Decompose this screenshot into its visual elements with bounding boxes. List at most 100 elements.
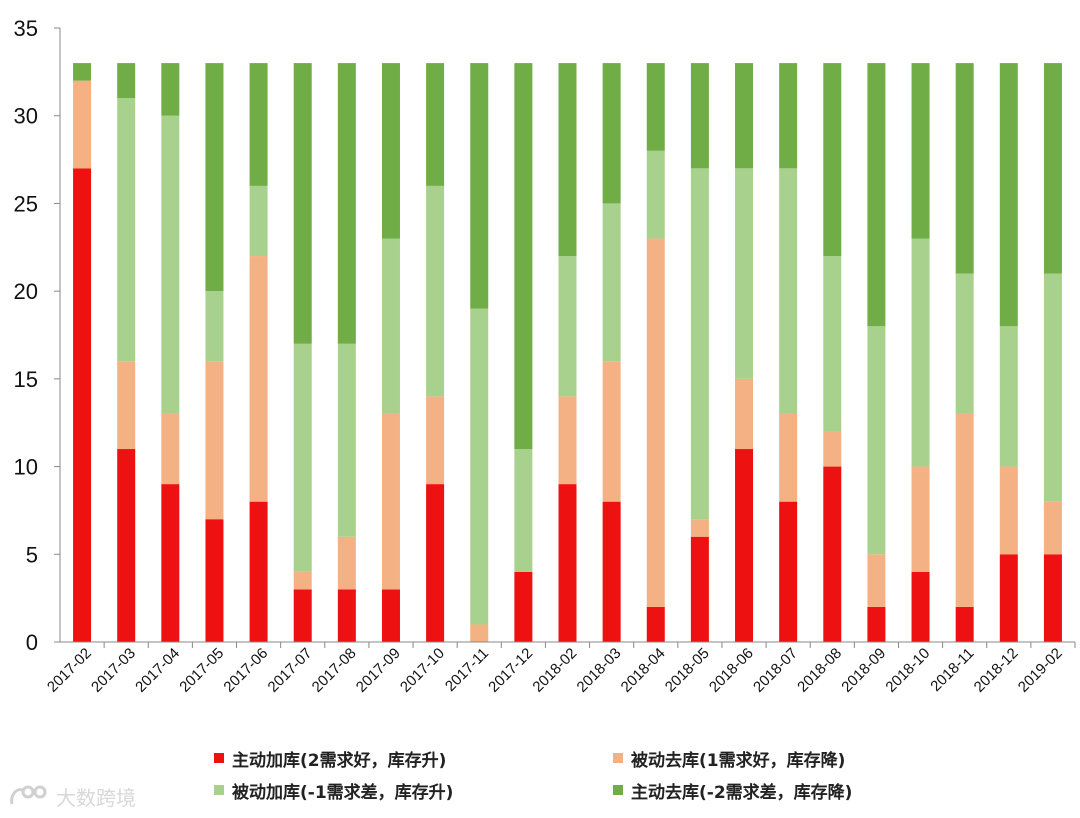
y-axis: 0 5 10 15 20 25 30 35 [14,16,61,655]
bar-segment-series-4-2018-10 [911,63,930,239]
watermark-logo-icon [10,785,47,804]
legend-label-series-1: 主动加库(2需求好，库存升) [232,750,447,771]
bar-segment-series-1-2017-02 [73,168,92,643]
x-tick-label-2017-06: 2017-06 [220,645,271,696]
bar-segment-series-1-2018-05 [690,536,709,642]
y-tick-label: 10 [14,455,38,480]
bar-segment-series-1-2019-02 [1043,554,1062,642]
bar-segment-series-2-2018-07 [779,413,798,502]
bar-segment-series-1-2017-08 [337,589,356,642]
bar-segment-series-1-2017-12 [514,571,533,642]
bar-segment-series-1-2018-12 [999,554,1018,642]
bar-segment-series-3-2018-09 [867,326,886,555]
bar-segment-series-2-2017-07 [293,571,312,590]
bar-segment-series-2-2017-03 [117,361,136,450]
x-tick-label-2017-08: 2017-08 [309,645,360,696]
x-tick-label-2017-07: 2017-07 [265,645,316,696]
bar-segment-series-2-2017-10 [426,396,445,485]
legend-swatch-series-3 [214,785,224,795]
bar-segment-series-2-2017-08 [337,536,356,590]
bar-segment-series-2-2018-03 [602,361,621,502]
bar-segment-series-3-2018-12 [999,326,1018,467]
bar-segment-series-2-2018-11 [955,413,974,607]
y-tick-label: 20 [14,279,38,304]
x-tick-label-2017-09: 2017-09 [353,645,404,696]
x-tick-label-2017-10: 2017-10 [397,645,448,696]
bar-segment-series-3-2017-08 [337,343,356,537]
bar-segment-series-2-2017-05 [205,361,224,520]
bar-segment-series-1-2018-11 [955,606,974,642]
x-tick-label-2017-11: 2017-11 [442,645,492,695]
bar-segment-series-1-2018-06 [735,449,754,642]
bar-segment-series-4-2018-08 [823,63,842,257]
bar-segment-series-3-2017-04 [161,115,180,414]
x-tick-label-2017-03: 2017-03 [88,645,139,696]
bar-segment-series-1-2017-07 [293,589,312,642]
x-tick-label-2018-05: 2018-05 [662,645,713,696]
bar-segment-series-2-2018-06 [735,378,754,450]
bar-segment-series-4-2017-12 [514,63,533,450]
x-tick-label-2018-03: 2018-03 [574,645,625,696]
bar-segment-series-2-2019-02 [1043,501,1062,555]
bar-segment-series-3-2017-10 [426,185,445,397]
bar-segment-series-1-2018-08 [823,466,842,642]
bar-segment-series-3-2019-02 [1043,273,1062,502]
bar-segment-series-1-2018-09 [867,606,886,642]
legend-swatch-series-4 [613,785,623,795]
bar-segment-series-4-2017-09 [381,63,400,239]
x-tick-label-2018-02: 2018-02 [529,645,580,696]
bar-segment-series-4-2018-02 [558,63,577,257]
bar-segment-series-3-2018-02 [558,256,577,397]
legend-item-series-4: 主动去库(-2需求差，库存降) [613,776,852,804]
bar-segment-series-2-2017-04 [161,413,180,485]
bar-segment-series-3-2018-04 [646,150,665,239]
bar-segment-series-3-2018-03 [602,203,621,362]
bar-segment-series-4-2018-04 [646,63,665,151]
bar-segment-series-1-2018-02 [558,484,577,642]
watermark: 大数跨境 [8,782,136,811]
bar-segment-series-2-2018-05 [690,519,709,537]
y-tick-label: 15 [14,367,38,392]
bar-segment-series-1-2017-05 [205,519,224,642]
bar-segment-series-3-2018-08 [823,256,842,432]
bar-segment-series-2-2017-11 [470,624,489,642]
bar-segment-series-4-2018-11 [955,63,974,274]
bar-segment-series-2-2018-12 [999,466,1018,555]
legend-item-series-1: 主动加库(2需求好，库存升) [214,744,446,772]
bar-segment-series-1-2018-07 [779,501,798,642]
legend-label-series-2: 被动去库(1需求好，库存降) [631,750,846,771]
bar-segment-series-4-2017-04 [161,63,180,116]
bar-segment-series-4-2017-08 [337,63,356,344]
bar-segment-series-4-2018-05 [690,63,709,169]
bar-segment-series-4-2017-03 [117,63,136,99]
bar-segment-series-3-2018-05 [690,168,709,520]
bar-segment-series-1-2017-06 [249,501,268,642]
bar-segment-series-1-2018-10 [911,571,930,642]
bar-segment-series-3-2017-03 [117,98,136,362]
bar-segment-series-1-2017-04 [161,484,180,642]
bar-segment-series-3-2017-07 [293,343,312,572]
bar-segment-series-4-2017-06 [249,63,268,186]
bar-segment-series-2-2017-06 [249,256,268,502]
bar-segment-series-1-2018-03 [602,501,621,642]
legend-label-series-3: 被动加库(-1需求差，库存升) [232,782,454,803]
bar-segment-series-1-2017-10 [426,484,445,642]
bar-segment-series-2-2018-02 [558,396,577,485]
y-tick-label: 5 [26,542,38,567]
x-tick-label-2017-05: 2017-05 [176,645,227,696]
bar-segment-series-2-2018-04 [646,238,665,607]
watermark-text: 大数跨境 [56,786,136,810]
bar-segment-series-4-2017-10 [426,63,445,186]
bar-segment-series-3-2017-06 [249,185,268,257]
bar-segment-series-3-2018-10 [911,238,930,467]
x-tick-label-2017-02: 2017-02 [44,645,95,696]
bar-segment-series-3-2017-09 [381,238,400,414]
bar-segment-series-2-2018-09 [867,554,886,607]
bar-segment-series-4-2017-11 [470,63,489,309]
x-axis: 2017-022017-032017-042017-052017-062017-… [44,641,1076,696]
x-tick-label-2018-06: 2018-06 [706,645,757,696]
x-tick-label-2017-04: 2017-04 [132,645,183,696]
bar-segment-series-4-2019-02 [1043,63,1062,274]
legend-item-series-3: 被动加库(-1需求差，库存升) [214,776,453,804]
